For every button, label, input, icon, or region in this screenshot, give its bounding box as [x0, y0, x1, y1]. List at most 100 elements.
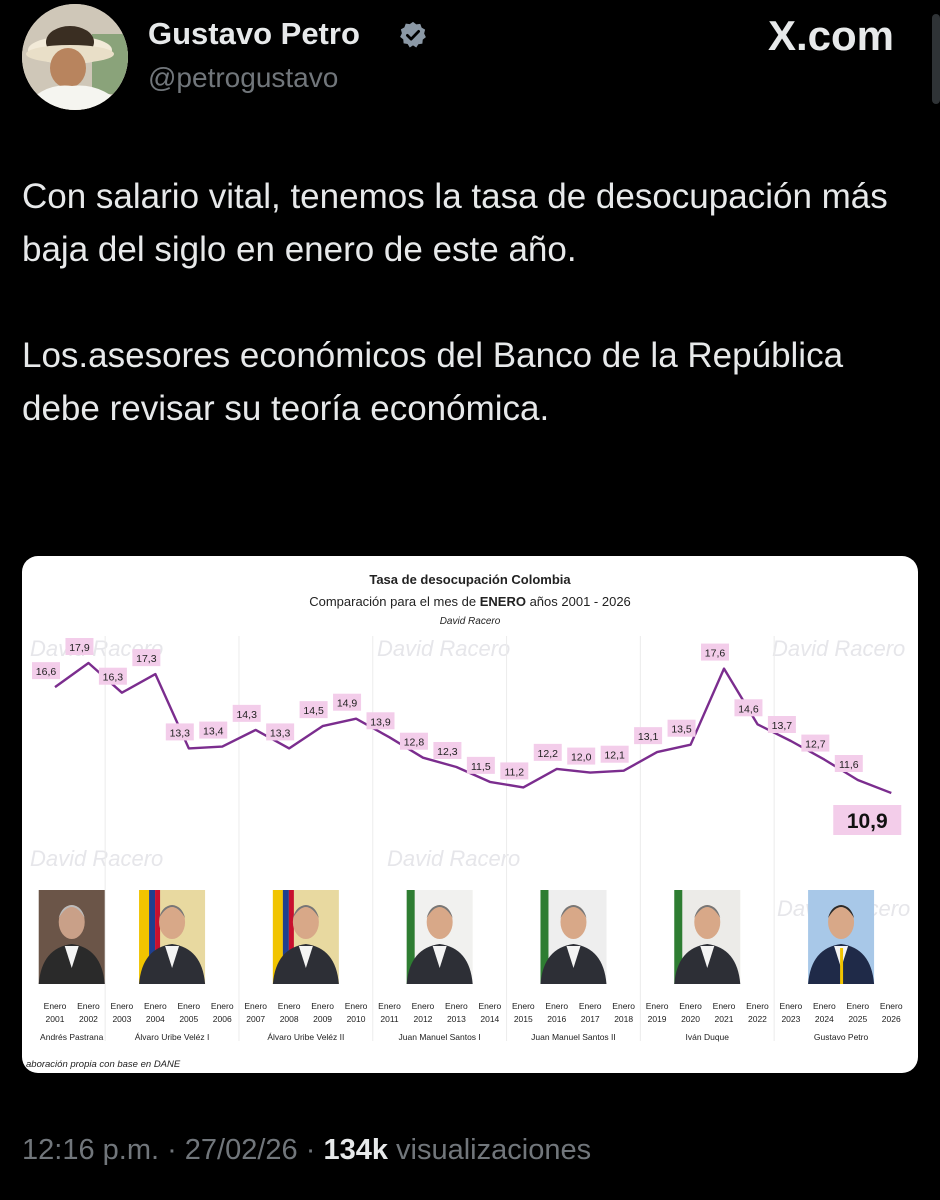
data-label-bg	[165, 723, 194, 741]
site-logo: X.com	[767, 12, 894, 59]
period-label: Juan Manuel Santos I	[399, 1032, 481, 1042]
president-photo	[38, 890, 105, 984]
chart-title: Tasa de desocupación Colombia	[369, 572, 571, 587]
x-tick-month: Enero	[780, 1001, 803, 1011]
x-tick-month: Enero	[612, 1001, 635, 1011]
data-label-bg	[32, 662, 60, 680]
view-count: 134k	[323, 1134, 388, 1166]
data-label: 14,6	[738, 703, 759, 715]
data-label-bg	[500, 762, 529, 780]
x-tick-year: 2006	[213, 1014, 232, 1024]
period-label: Iván Duque	[686, 1032, 730, 1042]
tweet-media-image[interactable]: David Racero David Racero David Racero Davi…	[22, 556, 918, 1073]
chart-subtitle: Comparación para el mes de ENERO años 20…	[309, 594, 631, 609]
x-tick-month: Enero	[211, 1001, 234, 1011]
x-tick-year: 2009	[313, 1014, 332, 1024]
avatar[interactable]	[22, 4, 128, 110]
x-tick-month: Enero	[244, 1001, 267, 1011]
x-tick-year: 2001	[46, 1014, 65, 1024]
period-label: Juan Manuel Santos II	[531, 1032, 616, 1042]
data-label: 17,6	[705, 648, 726, 660]
watermark-text: David Racero	[387, 846, 520, 871]
data-label: 13,3	[170, 727, 191, 739]
president-photo	[674, 890, 741, 984]
x-tick-month: Enero	[412, 1001, 435, 1011]
x-tick-year: 2016	[547, 1014, 566, 1024]
x-tick-year: 2026	[882, 1014, 901, 1024]
x-tick-year: 2011	[380, 1014, 399, 1024]
data-label-bg	[667, 719, 696, 737]
x-tick-year: 2013	[447, 1014, 466, 1024]
data-label: 14,5	[303, 705, 324, 717]
author-handle[interactable]: @petrogustavo	[148, 62, 339, 93]
x-tick-year: 2002	[79, 1014, 98, 1024]
data-label-bg	[65, 638, 94, 655]
data-label: 13,9	[370, 716, 391, 728]
data-label-bg	[834, 755, 863, 772]
data-label-bg	[767, 716, 796, 733]
x-tick-month: Enero	[713, 1001, 736, 1011]
data-label-bg	[600, 745, 629, 763]
tweet-timestamp[interactable]: 12:16 p.m. · 27/02/26 ·	[22, 1134, 324, 1166]
data-label: 13,4	[203, 726, 224, 738]
x-tick-year: 2025	[848, 1014, 867, 1024]
chart-source: aboración propia con base en DANE	[26, 1059, 181, 1070]
x-tick-month: Enero	[111, 1001, 134, 1011]
x-tick-year: 2017	[581, 1014, 600, 1024]
data-label-bg	[366, 712, 395, 730]
x-tick-year: 2008	[280, 1014, 299, 1024]
watermark-text: David Racero	[377, 636, 510, 661]
data-label: 14,9	[337, 698, 358, 710]
x-tick-year: 2018	[614, 1014, 633, 1024]
x-tick-year: 2020	[681, 1014, 700, 1024]
x-tick-month: Enero	[311, 1001, 334, 1011]
data-label-bg	[466, 756, 495, 774]
x-tick-year: 2021	[715, 1014, 734, 1024]
x-tick-month: Enero	[479, 1001, 502, 1011]
x-tick-month: Enero	[345, 1001, 368, 1011]
data-label: 13,3	[270, 727, 291, 739]
x-tick-month: Enero	[512, 1001, 535, 1011]
period-label: Gustavo Petro	[814, 1032, 869, 1042]
data-label: 13,7	[772, 720, 793, 732]
data-label: 14,3	[236, 709, 257, 721]
author-name[interactable]: Gustavo Petro	[148, 16, 360, 51]
data-label: 12,3	[437, 746, 458, 758]
data-label: 12,0	[571, 752, 592, 764]
period-label: Andrés Pastrana	[40, 1032, 104, 1042]
views-label: visualizaciones	[387, 1134, 592, 1166]
x-tick-year: 2003	[112, 1014, 131, 1024]
period-label: Álvaro Uribe Veléz II	[267, 1032, 344, 1042]
data-label-bg	[266, 723, 295, 741]
x-tick-month: Enero	[880, 1001, 903, 1011]
x-tick-year: 2023	[781, 1014, 800, 1024]
data-label-bg	[734, 699, 763, 717]
chart-author: David Racero	[440, 616, 501, 627]
x-tick-month: Enero	[545, 1001, 568, 1011]
data-label-bg	[801, 734, 830, 752]
data-label-bg	[232, 704, 261, 722]
x-tick-month: Enero	[378, 1001, 401, 1011]
x-tick-month: Enero	[144, 1001, 167, 1011]
x-tick-month: Enero	[77, 1001, 100, 1011]
tweet-footer: 12:16 p.m. · 27/02/26 · 134k visualizaci…	[22, 1134, 591, 1167]
data-label: 16,6	[36, 666, 57, 678]
x-tick-month: Enero	[44, 1001, 67, 1011]
x-tick-year: 2024	[815, 1014, 834, 1024]
x-tick-month: Enero	[679, 1001, 702, 1011]
x-tick-year: 2014	[480, 1014, 499, 1024]
x-tick-month: Enero	[813, 1001, 836, 1011]
data-label: 12,2	[538, 748, 559, 760]
data-label-bg	[333, 693, 362, 711]
data-label-bg	[433, 742, 462, 759]
data-label-bg	[399, 732, 428, 750]
data-label: 11,5	[471, 761, 491, 773]
scrollbar[interactable]	[932, 14, 940, 104]
tweet-paragraph-1: Con salario vital, tenemos la tasa de de…	[22, 177, 888, 269]
x-tick-month: Enero	[846, 1001, 869, 1011]
x-tick-month: Enero	[646, 1001, 669, 1011]
x-tick-year: 2005	[179, 1014, 198, 1024]
x-tick-month: Enero	[278, 1001, 301, 1011]
data-label: 17,3	[136, 653, 157, 665]
period-label: Álvaro Uribe Veléz I	[135, 1032, 210, 1042]
